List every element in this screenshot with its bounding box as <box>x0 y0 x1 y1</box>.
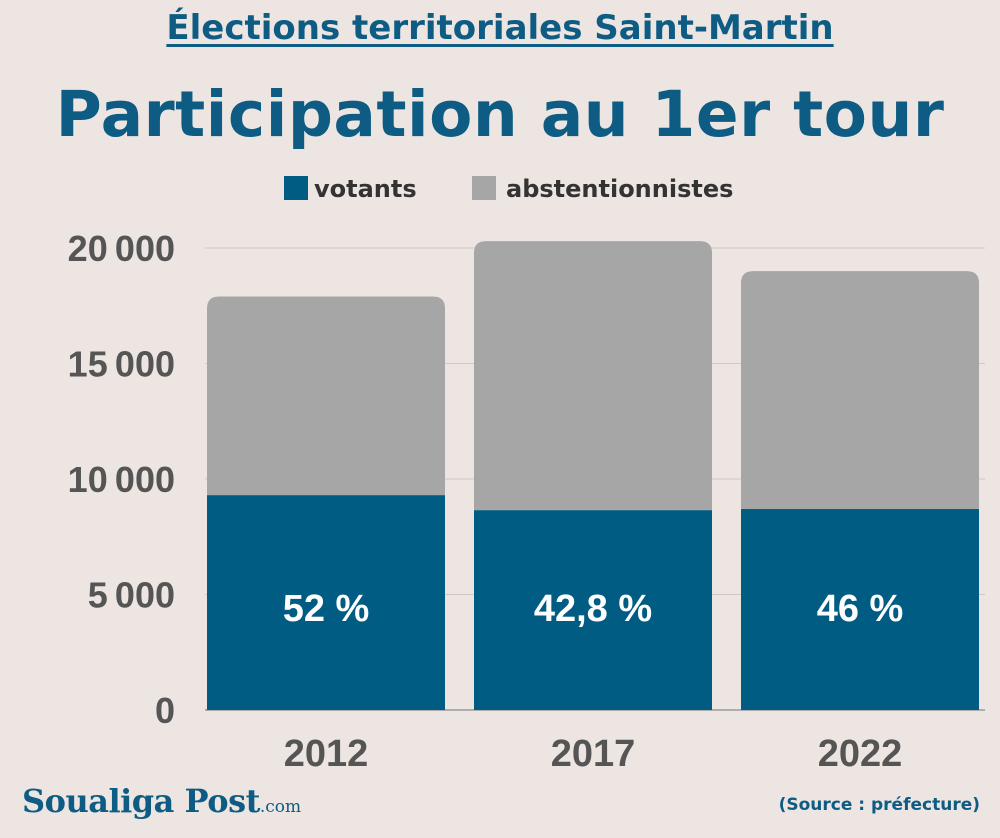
y-tick-label: 15 000 <box>68 344 175 385</box>
chart-title: Élections territoriales Saint-Martin <box>166 8 834 48</box>
bar-abstentionnistes <box>741 271 979 510</box>
data-label: 46 % <box>817 588 904 630</box>
bar-votants <box>474 510 712 710</box>
x-tick-label: 2022 <box>818 733 903 775</box>
data-label: 42,8 % <box>534 588 652 630</box>
y-tick-label: 10 000 <box>68 459 175 500</box>
data-label: 52 % <box>283 588 370 630</box>
stacked-bar-chart: 0 5 000 10 000 15 000 20 000 52 % 2012 42,8 % 20… <box>68 175 985 775</box>
y-tick-label: 5 000 <box>88 575 175 616</box>
y-tick-label: 0 <box>155 690 175 731</box>
bar-votants <box>207 495 445 710</box>
y-tick-label: 20 000 <box>68 228 175 269</box>
x-tick-label: 2017 <box>551 733 636 775</box>
chart-subtitle: Participation au 1er tour <box>55 78 945 151</box>
bar-votants <box>741 509 979 710</box>
bar-abstentionnistes <box>207 296 445 496</box>
x-tick-label: 2012 <box>284 733 369 775</box>
legend-label-abstentionnistes: abstentionnistes <box>506 175 733 203</box>
legend-swatch-votants <box>284 176 308 200</box>
legend-label-votants: votants <box>314 175 417 203</box>
legend-swatch-abstentionnistes <box>472 176 496 200</box>
source-note: (Source : préfecture) <box>778 795 980 815</box>
bar-abstentionnistes <box>474 241 712 511</box>
soualiga-post-logo: Soualiga Post.com <box>22 782 302 820</box>
